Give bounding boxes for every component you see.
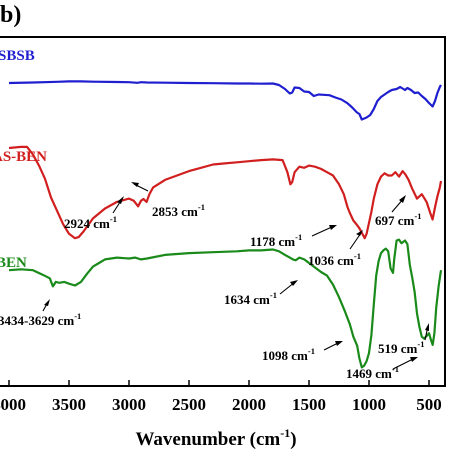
arrowhead-1098 [335,341,343,346]
x-tick-label-500: 500 [416,395,442,414]
arrowhead-2853 [131,182,139,187]
annotation-1178: 1178 cm-1 [250,232,302,249]
arrowhead-3434 [44,299,50,306]
arrowhead-697 [399,195,406,203]
x-tick-label-2500: 2500 [172,395,206,414]
series-layer [8,80,443,369]
x-tick-label-2000: 2000 [232,395,266,414]
annotation-arrowheads [44,182,429,362]
series-label-as-ben: AS-BEN [0,149,47,165]
x-axis: 4000 3500 3000 2500 2000 1500 1000 500 [0,380,442,414]
arrowhead-1634 [290,280,298,286]
arrowhead-2924 [117,196,124,204]
arrowhead-1469 [410,357,418,362]
x-tick-label-4000: 4000 [0,395,26,414]
annotation-519: 519 cm-1 [378,339,424,356]
annotation-2853: 2853 cm-1 [152,202,205,219]
annotation-1098: 1098 cm-1 [262,346,315,363]
annotation-1036: 1036 cm-1 [308,251,361,268]
series-line-as-ben [8,145,443,240]
series-label-ben: BEN [0,255,27,271]
arrowhead-1036 [356,230,363,236]
annotation-3434: 3434-3629 cm-1 [0,311,81,328]
annotation-1469: 1469 cm-1 [346,364,399,381]
annotation-697: 697 cm-1 [375,211,421,228]
x-tick-label-3000: 3000 [112,395,146,414]
series-label-sbsb: SBSB [0,48,35,64]
arrowhead-519 [425,323,429,331]
x-axis-title: Wavenumber (cm-1) [135,426,296,450]
x-tick-label-1500: 1500 [292,395,326,414]
arrow-1036 [349,232,362,250]
series-line-sbsb [8,80,442,121]
x-tick-label-1000: 1000 [352,395,386,414]
panel-label: b) [0,2,21,28]
annotation-2924: 2924 cm-1 [64,214,117,231]
plot-frame [0,36,446,387]
x-tick-label-3500: 3500 [52,395,86,414]
series-line-ben [8,238,443,369]
annotation-1634: 1634 cm-1 [224,290,277,307]
arrowhead-1178 [329,225,337,230]
